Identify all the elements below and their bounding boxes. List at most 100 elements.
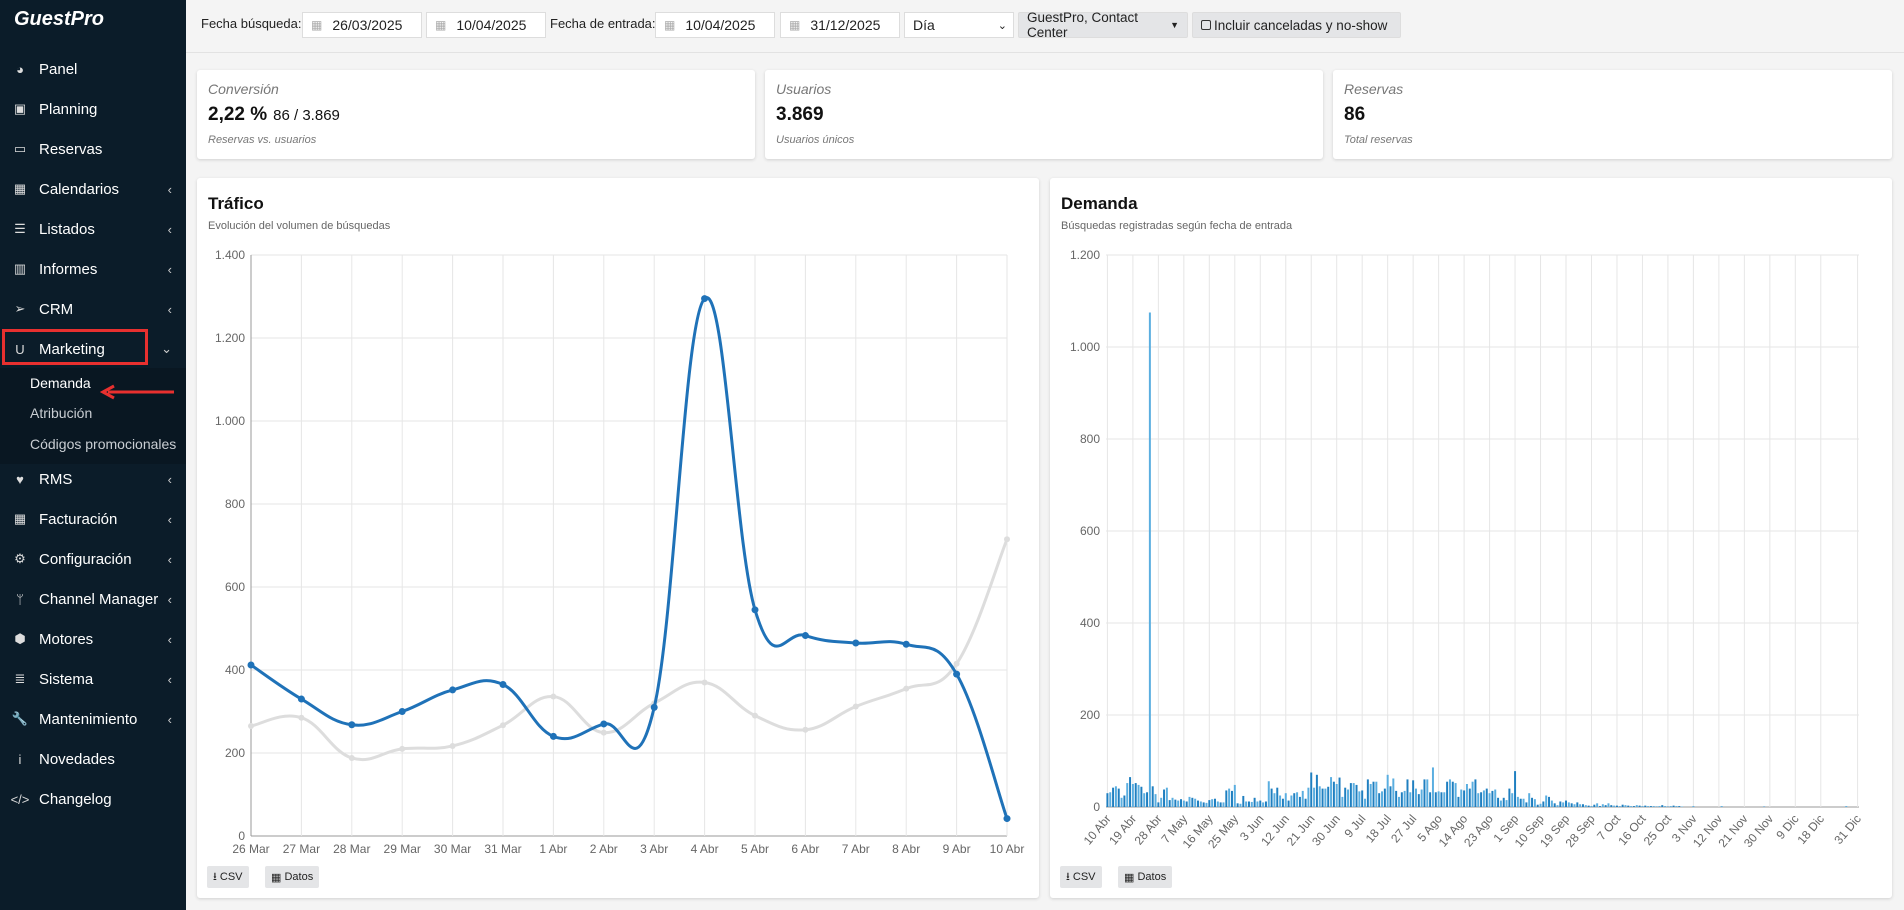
sidebar-item-label: Calendarios <box>39 180 120 198</box>
bar <box>1463 790 1466 807</box>
bar <box>1355 784 1358 807</box>
bar <box>1610 805 1613 807</box>
bar <box>1163 789 1166 807</box>
demand-csv-button[interactable]: ⭳ CSV <box>1060 866 1102 888</box>
bar <box>1672 805 1675 807</box>
sidebar-item-planning[interactable]: ▣ Planning <box>0 89 186 129</box>
data-point <box>902 640 910 648</box>
demand-card: Demanda Búsquedas registradas según fech… <box>1050 178 1892 898</box>
bar <box>1508 788 1511 807</box>
bar <box>1168 800 1171 807</box>
sidebar-item-listados[interactable]: ☰ Listados ‹ <box>0 209 186 249</box>
data-point <box>399 745 406 752</box>
bar <box>1281 798 1284 807</box>
chevron-icon: ‹ <box>167 551 172 567</box>
y-tick-label: 1.200 <box>1070 248 1100 262</box>
sidebar-item-marketing[interactable]: U Marketing ⌄ <box>0 329 186 369</box>
demand-title: Demanda <box>1061 194 1138 213</box>
submenu-item-demanda[interactable]: Demanda <box>30 375 91 391</box>
bar <box>1270 788 1273 807</box>
sidebar-item-reservas[interactable]: ▭ Reservas <box>0 129 186 169</box>
sidebar-item-novedades[interactable]: i Novedades <box>0 739 186 779</box>
bar <box>1460 789 1463 807</box>
bar-chart-icon: ▥ <box>13 261 27 276</box>
traffic-csv-button[interactable]: ⭳ CSV <box>207 866 249 888</box>
demand-data-button[interactable]: ▦ Datos <box>1118 866 1173 888</box>
bar <box>1454 783 1457 807</box>
sidebar-item-sistema[interactable]: ≣ Sistema ‹ <box>0 659 186 699</box>
sidebar-item-motores[interactable]: ⬢ Motores ‹ <box>0 619 186 659</box>
chevron-icon: ‹ <box>167 181 172 197</box>
bar <box>1304 798 1307 807</box>
sidebar-item-changelog[interactable]: </> Changelog <box>0 779 186 819</box>
submenu-item-codigos-promocionales[interactable]: Códigos promocionales <box>30 436 177 452</box>
data-point <box>499 681 507 689</box>
sidebar-item-label: Facturación <box>39 510 118 528</box>
traffic-data-button[interactable]: ▦ Datos <box>265 866 320 888</box>
bar <box>1375 781 1378 807</box>
bar <box>1533 799 1536 807</box>
bar <box>1596 803 1599 807</box>
series-line-0 <box>250 296 1009 820</box>
bar <box>1480 792 1483 807</box>
bar <box>1182 800 1185 807</box>
series-line-1 <box>250 538 1009 762</box>
bar <box>1211 799 1214 807</box>
search-from-input[interactable]: ▦ 26/03/2025 <box>302 12 422 38</box>
x-tick-label: 8 Abr <box>892 842 920 856</box>
bar <box>1208 800 1211 807</box>
bar <box>1516 796 1519 807</box>
bar <box>1318 786 1321 807</box>
sidebar-item-configuraci-n[interactable]: ⚙ Configuración ‹ <box>0 539 186 579</box>
bar <box>1120 797 1123 807</box>
logo[interactable]: GuestPro <box>14 8 105 30</box>
bar <box>1262 802 1265 807</box>
bar <box>1146 792 1149 807</box>
search-to-input[interactable]: ▦ 10/04/2025 <box>426 12 546 38</box>
checkbox-icon[interactable] <box>1201 20 1211 30</box>
entry-to-input[interactable]: ▦ 31/12/2025 <box>780 12 900 38</box>
bar <box>1245 801 1248 807</box>
y-tick-label: 1.000 <box>215 414 245 428</box>
sidebar-item-facturaci-n[interactable]: ▦ Facturación ‹ <box>0 499 186 539</box>
bar <box>1106 793 1109 807</box>
bar <box>1284 793 1287 807</box>
sidebar-item-mantenimiento[interactable]: 🔧 Mantenimiento ‹ <box>0 699 186 739</box>
bar <box>1468 788 1471 807</box>
data-point <box>1003 815 1011 823</box>
chevron-icon: ‹ <box>167 671 172 687</box>
bar <box>1330 777 1333 807</box>
bar <box>1225 790 1228 807</box>
traffic-title: Tráfico <box>208 194 264 213</box>
bar <box>1485 788 1488 807</box>
sidebar-item-informes[interactable]: ▥ Informes ‹ <box>0 249 186 289</box>
chevron-down-icon: ⌄ <box>997 19 1007 32</box>
sidebar-item-crm[interactable]: ➢ CRM ‹ <box>0 289 186 329</box>
bar <box>1565 800 1568 807</box>
bar <box>1279 795 1282 807</box>
entry-from-input[interactable]: ▦ 10/04/2025 <box>655 12 775 38</box>
channels-dropdown[interactable]: GuestPro, Contact Center ▼ <box>1018 10 1188 40</box>
data-point <box>248 723 254 730</box>
bar <box>1587 805 1590 807</box>
include-cancelled-toggle[interactable]: Incluir canceladas y no-show <box>1192 12 1401 38</box>
sidebar-item-channel-manager[interactable]: ᛘ Channel Manager ‹ <box>0 579 186 619</box>
data-label: Datos <box>1137 871 1167 883</box>
bar <box>1233 784 1236 807</box>
sidebar-item-panel[interactable]: ◕ Panel <box>0 49 186 89</box>
sidebar-item-calendarios[interactable]: ▦ Calendarios ‹ <box>0 169 186 209</box>
bar <box>1514 771 1517 807</box>
sidebar-item-rms[interactable]: ♥ RMS ‹ <box>0 459 186 499</box>
granularity-select[interactable]: Día ⌄ <box>904 12 1014 38</box>
bar <box>1250 801 1253 807</box>
bar <box>1361 790 1364 807</box>
bar <box>1675 806 1678 807</box>
bar <box>1590 806 1593 807</box>
bar <box>1310 772 1313 807</box>
bar <box>1389 786 1392 807</box>
data-point <box>852 703 859 710</box>
data-point <box>751 606 759 614</box>
x-tick-label: 18 Dic <box>1794 812 1827 847</box>
submenu-item-atribucion[interactable]: Atribución <box>30 405 93 421</box>
data-point <box>953 660 960 667</box>
